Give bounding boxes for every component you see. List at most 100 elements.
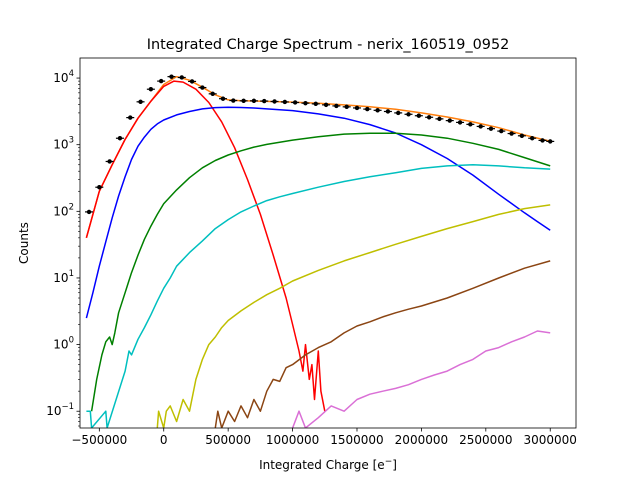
data-point — [373, 108, 382, 113]
data-point — [435, 116, 444, 122]
data-point-marker — [272, 99, 277, 104]
data-point — [486, 126, 495, 131]
data-point — [115, 136, 124, 141]
data-point-marker — [406, 112, 411, 117]
data-point-marker — [437, 116, 442, 122]
data-point-marker — [468, 122, 473, 127]
data-point-marker — [323, 102, 329, 108]
data-point — [456, 120, 465, 125]
x-axis: −500000 0 500000 1000000 1500000 2000000 25000… — [71, 428, 577, 447]
data-point-marker — [548, 139, 553, 144]
data-point-marker — [148, 87, 154, 92]
data-point — [394, 110, 403, 116]
y-tick-label: 104 — [53, 69, 74, 85]
x-tick-label: 500000 — [205, 433, 251, 447]
data-point — [466, 122, 475, 127]
data-point — [105, 159, 114, 164]
data-point-marker — [529, 136, 535, 141]
data-point — [126, 115, 135, 120]
data-point — [291, 100, 300, 105]
data-point — [239, 98, 248, 104]
data-point — [528, 136, 537, 141]
data-point-marker — [282, 99, 288, 105]
y-axis: 10−1 100 101 102 103 104 — [46, 69, 80, 427]
data-point-marker — [200, 85, 205, 90]
data-point-marker — [86, 209, 92, 215]
data-point-marker — [241, 98, 246, 104]
data-point — [136, 99, 145, 105]
data-point-marker — [447, 118, 452, 123]
x-tick-label: 2000000 — [395, 433, 448, 447]
data-point — [425, 115, 434, 120]
data-point-marker — [375, 108, 380, 113]
data-point — [352, 105, 361, 111]
data-point — [445, 118, 454, 123]
data-point — [497, 128, 506, 134]
x-axis-label: Integrated Charge [e−] — [259, 457, 397, 472]
data-point-marker — [313, 101, 318, 107]
series-line-4 — [90, 132, 551, 412]
data-point — [177, 75, 186, 80]
data-point — [414, 113, 423, 118]
series-line-5 — [86, 163, 551, 428]
data-point-marker — [262, 98, 267, 104]
data-point-marker — [509, 131, 514, 136]
x-tick-label: 1000000 — [266, 433, 319, 447]
data-point — [311, 101, 320, 107]
data-points-layer — [85, 74, 555, 215]
series-line-3 — [85, 106, 551, 319]
data-point — [188, 79, 197, 84]
data-point — [507, 131, 516, 136]
data-point — [229, 98, 238, 103]
data-point-marker — [138, 99, 143, 105]
data-point-marker — [292, 100, 298, 105]
y-tick-label: 100 — [53, 336, 74, 352]
series-line-2 — [85, 80, 326, 412]
data-point-marker — [334, 103, 339, 109]
data-point-marker — [344, 104, 349, 110]
plot-frame — [79, 57, 577, 429]
series-layer — [85, 75, 551, 428]
x-tick-label: 1500000 — [330, 433, 383, 447]
data-point — [219, 96, 228, 101]
data-point — [198, 85, 207, 90]
data-point — [363, 106, 372, 112]
data-point — [95, 185, 104, 190]
series-line-6 — [156, 204, 551, 428]
data-point-marker — [457, 120, 463, 125]
y-axis-label: Counts — [17, 222, 31, 264]
data-point-marker — [231, 98, 236, 103]
data-point-marker — [117, 136, 123, 141]
data-point-marker — [488, 126, 494, 131]
data-point-marker — [396, 110, 401, 116]
x-tick-label: 0 — [160, 433, 168, 447]
data-point — [476, 124, 485, 129]
data-point-marker — [107, 159, 112, 164]
data-point — [146, 87, 155, 92]
data-point-marker — [519, 133, 525, 138]
x-tick-label: 2500000 — [459, 433, 512, 447]
data-point — [517, 133, 526, 138]
x-axis-label-close: ] — [392, 458, 397, 472]
data-point — [85, 209, 94, 215]
data-point-marker — [220, 96, 226, 101]
data-point-marker — [354, 105, 360, 111]
data-point-marker — [478, 124, 483, 129]
series-line-8 — [291, 330, 551, 428]
data-point-marker — [416, 113, 422, 118]
data-point-marker — [169, 74, 174, 79]
data-point-marker — [385, 109, 391, 114]
data-point — [167, 74, 176, 79]
x-axis-label-superscript: − — [385, 457, 393, 467]
y-tick-label: 103 — [53, 136, 74, 152]
data-point — [260, 98, 269, 104]
data-point-marker — [128, 115, 133, 120]
data-point — [322, 102, 331, 108]
chart-title: Integrated Charge Spectrum - nerix_16051… — [147, 37, 510, 53]
data-point-marker — [303, 100, 308, 106]
data-point — [301, 100, 310, 106]
x-tick-label: −500000 — [71, 433, 127, 447]
series-line-7 — [214, 260, 551, 428]
data-point-marker — [210, 91, 215, 97]
